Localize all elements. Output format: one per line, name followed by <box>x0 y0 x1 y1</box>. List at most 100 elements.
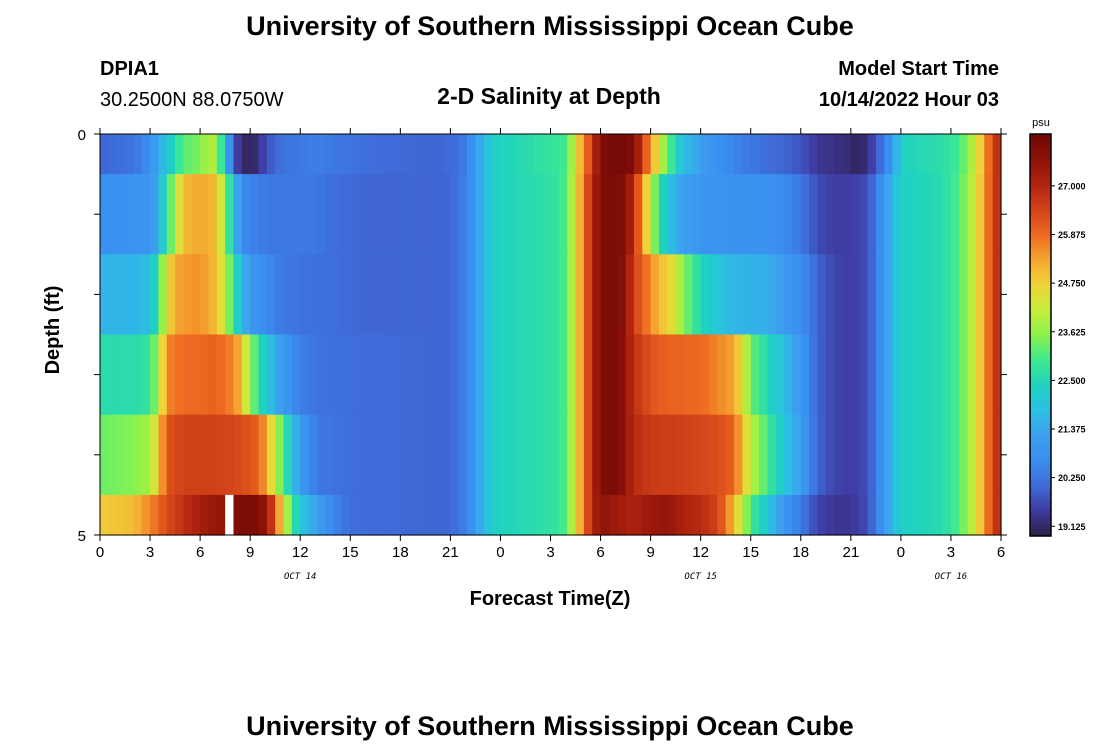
heatmap-cell <box>216 334 226 416</box>
heatmap-cell <box>308 174 318 255</box>
heatmap-cell <box>158 254 168 336</box>
heatmap-cell <box>775 414 785 496</box>
heatmap-cell <box>742 494 752 536</box>
heatmap-cell <box>417 414 426 496</box>
heatmap-cell <box>158 174 168 255</box>
heatmap-cell <box>133 494 143 536</box>
heatmap-cell <box>967 494 977 536</box>
heatmap-cell <box>116 414 126 496</box>
heatmap-cell <box>225 174 235 255</box>
heatmap-cell <box>834 174 844 255</box>
heatmap-cell <box>458 174 468 255</box>
heatmap-cell <box>884 494 894 536</box>
x-tick-label: 21 <box>442 544 459 561</box>
heatmap-cell <box>600 174 610 255</box>
heatmap-cell <box>425 494 435 536</box>
heatmap-cell <box>500 174 510 255</box>
heatmap-cell <box>316 494 326 536</box>
heatmap-cell <box>200 494 210 536</box>
heatmap-cell <box>225 134 235 175</box>
colorbar <box>1029 133 1052 537</box>
heatmap-cell <box>542 334 552 416</box>
heatmap-cell <box>250 494 260 536</box>
heatmap-cell <box>909 334 919 416</box>
heatmap-cell <box>900 494 910 536</box>
heatmap-cell <box>992 134 1002 175</box>
colorbar-tick-label: 22.500 <box>1058 376 1086 386</box>
heatmap-cell <box>166 254 176 336</box>
heatmap-cell <box>508 174 518 255</box>
heatmap-cell <box>492 134 502 175</box>
heatmap-cell <box>375 134 385 175</box>
heatmap-cell <box>241 334 251 416</box>
heatmap-cell <box>567 414 577 496</box>
heatmap-cell <box>867 334 877 416</box>
heatmap-cell <box>542 134 552 175</box>
heatmap-cell <box>458 254 468 336</box>
heatmap-cell <box>208 494 218 536</box>
heatmap-cell <box>800 254 810 336</box>
heatmap-cell <box>500 134 510 175</box>
heatmap-cell <box>658 134 668 175</box>
heatmap-cell <box>867 134 877 175</box>
heatmap-cell <box>942 414 952 496</box>
heatmap-cell <box>517 414 527 496</box>
heatmap-cell <box>683 334 693 416</box>
heatmap-cell <box>625 254 635 336</box>
heatmap-cell <box>308 334 318 416</box>
heatmap-cell <box>467 134 477 175</box>
heatmap-cell <box>633 174 643 255</box>
heatmap-cell <box>275 174 285 255</box>
heatmap-cell <box>550 134 560 175</box>
heatmap-cell <box>358 174 368 255</box>
heatmap-cell <box>992 254 1002 336</box>
x-tick-label: 21 <box>842 544 859 561</box>
heatmap-cell <box>809 334 819 416</box>
heatmap-cell <box>258 254 268 336</box>
heatmap-cell <box>775 334 785 416</box>
heatmap-cell <box>241 254 251 336</box>
heatmap-cell <box>717 174 727 255</box>
heatmap-cell <box>458 334 468 416</box>
heatmap-cell <box>975 134 985 175</box>
heatmap-cell <box>592 134 602 175</box>
heatmap-cell <box>508 334 518 416</box>
heatmap-cell <box>834 494 844 536</box>
heatmap-cell <box>650 174 660 255</box>
heatmap-cell <box>208 254 218 336</box>
heatmap-cell <box>225 334 235 416</box>
heatmap-cell <box>742 414 752 496</box>
heatmap-cell <box>316 134 326 175</box>
heatmap-cell <box>408 254 418 336</box>
heatmap-cell <box>150 494 159 536</box>
heatmap-cell <box>291 254 301 336</box>
heatmap-cell <box>892 494 902 536</box>
heatmap-cell <box>775 174 785 255</box>
heatmap-cell <box>600 254 610 336</box>
heatmap-cell <box>725 334 735 416</box>
heatmap-cell <box>400 334 410 416</box>
heatmap-cell <box>175 414 185 496</box>
heatmap-cell <box>917 334 927 416</box>
heatmap-cell <box>266 254 276 336</box>
heatmap-cell <box>667 414 677 496</box>
heatmap-cell <box>291 134 301 175</box>
heatmap-cell <box>350 254 360 336</box>
heatmap-cell <box>133 334 143 416</box>
heatmap-cell <box>175 334 185 416</box>
heatmap-cell <box>200 414 210 496</box>
heatmap-cell <box>950 414 960 496</box>
heatmap-cell <box>542 494 552 536</box>
heatmap-cell <box>275 414 285 496</box>
heatmap-cell <box>867 174 877 255</box>
x-tick-label: 9 <box>646 544 654 561</box>
heatmap-cell <box>425 174 435 255</box>
heatmap-cell <box>458 414 468 496</box>
heatmap-cell <box>258 414 268 496</box>
heatmap-cell <box>700 134 710 175</box>
heatmap-cell <box>442 134 451 175</box>
heatmap-cell <box>884 174 894 255</box>
x-tick-label: 12 <box>292 544 309 561</box>
heatmap-cell <box>759 494 768 536</box>
heatmap-cell <box>775 134 785 175</box>
